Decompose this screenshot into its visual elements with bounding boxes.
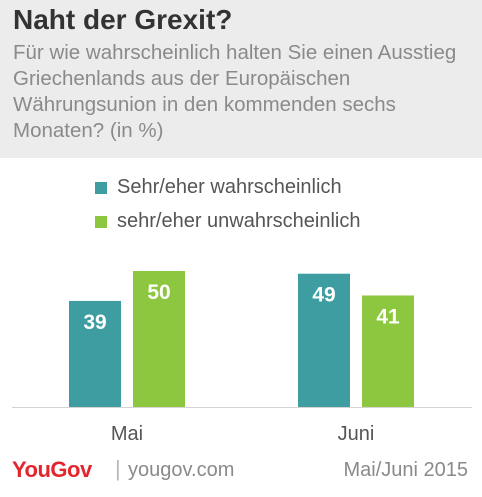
bar-mai-series1 [69,300,121,407]
chart-subtitle: Für wie wahrscheinlich halten Sie einen … [13,41,457,142]
category-label-juni: Juni [338,423,375,445]
footer-separator: | [115,456,121,481]
bar-mai-series2 [133,271,185,407]
legend-swatch-series1 [95,181,107,194]
legend-label-series2: sehr/eher unwahrscheinlich [117,210,361,232]
yougov-logo: YouGov [12,457,92,483]
legend-swatch-series2 [95,215,107,228]
data-label-juni-series2: 41 [376,305,400,328]
footer-date: Mai/Juni 2015 [343,459,468,481]
header-panel: Naht der Grexit? Für wie wahrscheinlich … [0,0,482,158]
legend-label-series1: Sehr/eher wahrscheinlich [117,176,342,198]
legend-item-series1: Sehr/eher wahrscheinlich [95,176,342,199]
bar-juni-series1 [298,273,350,407]
data-label-mai-series2: 50 [147,281,170,304]
chart-title: Naht der Grexit? [13,4,233,35]
data-label-juni-series1: 49 [312,284,335,307]
bar-chart: 39 50 Mai 49 41 Juni [12,271,472,445]
legend-item-series2: sehr/eher unwahrscheinlich [95,210,360,233]
logo-text: YouGov [12,457,92,482]
category-label-mai: Mai [111,423,143,445]
data-label-mai-series1: 39 [83,311,106,334]
footer-url: yougov.com [128,459,235,481]
bar-juni-series2 [362,295,414,407]
